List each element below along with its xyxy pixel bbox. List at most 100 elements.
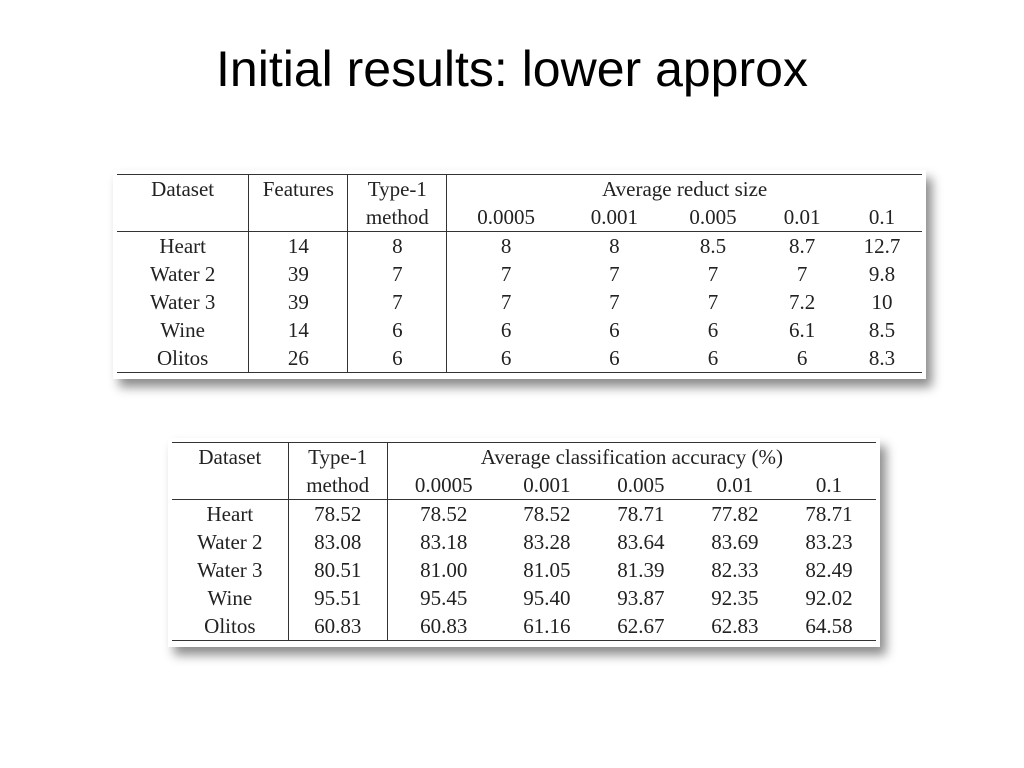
column-header: 0.001 xyxy=(565,203,664,232)
table-cell: Water 2 xyxy=(172,528,289,556)
table-cell: 83.08 xyxy=(288,528,388,556)
table-row: Water 2 83.08 83.18 83.28 83.64 83.69 83.23 xyxy=(172,528,876,556)
table-cell: 93.87 xyxy=(617,586,665,610)
group-header: Average classification accuracy (%) xyxy=(387,442,876,471)
table-cell: 78.71 xyxy=(617,502,665,526)
table-cell: Olitos xyxy=(117,344,250,373)
table-cell: 78.52 xyxy=(288,499,388,528)
column-header: 0.001 xyxy=(499,471,594,500)
table-cell: 26 xyxy=(248,344,349,373)
table-cell: Water 2 xyxy=(117,260,250,288)
table-cell: 83.69 xyxy=(711,530,759,554)
column-header: Type-1 method xyxy=(347,174,448,232)
table-body: Heart 78.52 78.52 78.52 78.71 77.82 78.71 Water… xyxy=(172,499,876,641)
table-cell: 7 xyxy=(347,288,448,316)
header-row: Dataset Type-1 method Average classificati… xyxy=(172,442,876,500)
table: Dataset Features Type-1 method Average redu… xyxy=(117,174,922,373)
table-cell: 8.5 xyxy=(699,234,727,258)
table-body: Heart 14 8 8 8 8.5 8.7 12.7 Water 2 39 7 7 7 7 7 9.8 Wat… xyxy=(117,231,922,373)
table-cell: 7 xyxy=(707,262,719,286)
table-cell: 81.05 xyxy=(523,558,571,582)
table-cell: 92.02 xyxy=(805,586,853,610)
table-cell: 83.28 xyxy=(523,530,571,554)
table-row: Wine 95.51 95.45 95.40 93.87 92.35 92.02 xyxy=(172,584,876,612)
table-header: Dataset Features Type-1 method Average redu… xyxy=(117,174,922,232)
column-header: 0.1 xyxy=(781,471,876,500)
table-cell: 78.52 xyxy=(523,502,571,526)
column-header: 0.0005 xyxy=(387,471,500,500)
table-cell: Heart xyxy=(172,499,289,528)
table-cell: 39 xyxy=(248,260,349,288)
table-cell: 6 xyxy=(609,318,620,342)
column-header: Dataset xyxy=(172,442,289,500)
table-cell: 6 xyxy=(446,344,566,373)
reduct-table: Dataset Features Type-1 method Average redu… xyxy=(113,170,926,379)
table-cell: Water 3 xyxy=(172,556,289,584)
table-cell: 92.35 xyxy=(711,586,759,610)
table-cell: 62.83 xyxy=(687,612,782,641)
column-header: 0.0005 xyxy=(446,203,566,232)
table-cell: 95.51 xyxy=(288,584,388,612)
table-cell: 7 xyxy=(707,290,719,314)
table-cell: 7 xyxy=(796,262,808,286)
table-cell: 6 xyxy=(347,316,448,344)
table-cell: 60.83 xyxy=(288,612,388,641)
table-cell: 8.3 xyxy=(842,344,922,373)
table-cell: Olitos xyxy=(172,612,289,641)
table-cell: 83.23 xyxy=(805,530,853,554)
table-cell: 7.2 xyxy=(789,290,816,314)
table-row: Water 3 80.51 81.00 81.05 81.39 82.33 82.49 xyxy=(172,556,876,584)
table-row: Olitos 26 6 6 6 6 6 8.3 xyxy=(117,344,922,373)
table-cell: 39 xyxy=(248,288,349,316)
table-row: Heart 14 8 8 8 8.5 8.7 12.7 xyxy=(117,231,922,260)
table-cell: 77.82 xyxy=(711,502,759,526)
table-cell: 7 xyxy=(500,290,512,314)
table-cell: 6 xyxy=(347,344,448,373)
table-cell: 83.64 xyxy=(617,530,665,554)
table-row: Water 3 39 7 7 7 7 7.2 10 xyxy=(117,288,922,316)
table-cell: 60.83 xyxy=(387,612,500,641)
table-cell: Wine xyxy=(117,316,250,344)
table-cell: 7 xyxy=(500,262,512,286)
table-cell: 6 xyxy=(663,344,763,373)
column-header: 0.005 xyxy=(593,471,688,500)
table-cell: 62.67 xyxy=(593,612,688,641)
group-header: Average reduct size xyxy=(446,174,922,203)
table-cell: Water 3 xyxy=(117,288,250,316)
header-row: 0.0005 0.001 0.005 0.01 0.1 xyxy=(117,203,922,232)
table-cell: 83.18 xyxy=(420,530,468,554)
table-cell: 6 xyxy=(565,344,664,373)
column-header: 0.1 xyxy=(842,203,922,232)
table-cell: 8.5 xyxy=(868,318,896,342)
table-cell: 82.33 xyxy=(711,558,759,582)
table-cell: 81.39 xyxy=(617,558,665,582)
table-cell: 14 xyxy=(248,231,349,260)
header-row: 0.0005 0.001 0.005 0.01 0.1 xyxy=(172,471,876,500)
table-cell: Wine xyxy=(172,584,289,612)
column-header: 0.005 xyxy=(663,203,763,232)
table-cell: 7 xyxy=(609,290,620,314)
table-cell: 8 xyxy=(609,234,620,258)
table-cell: 80.51 xyxy=(288,556,388,584)
column-header: 0.01 xyxy=(762,203,843,232)
table-cell: 8.7 xyxy=(789,234,816,258)
table-row: Heart 78.52 78.52 78.52 78.71 77.82 78.71 xyxy=(172,499,876,528)
table-cell: 12.7 xyxy=(863,234,901,258)
table-cell: Heart xyxy=(117,231,250,260)
table-cell: 9.8 xyxy=(868,262,896,286)
accuracy-table: Dataset Type-1 method Average classificati… xyxy=(168,438,880,647)
table-row: Wine 14 6 6 6 6 6.1 8.5 xyxy=(117,316,922,344)
table-cell: 6 xyxy=(500,318,512,342)
table-cell: 14 xyxy=(248,316,349,344)
column-header: 0.01 xyxy=(687,471,782,500)
table-cell: 7 xyxy=(347,260,448,288)
table-cell: 10 xyxy=(871,290,893,314)
slide-title: Initial results: lower approx xyxy=(216,41,808,97)
header-row: Dataset Features Type-1 method Average redu… xyxy=(117,174,922,232)
table-cell: 61.16 xyxy=(499,612,594,641)
column-header: Dataset xyxy=(117,174,250,232)
table-cell: 64.58 xyxy=(781,612,876,641)
table-cell: 6 xyxy=(762,344,843,373)
table: Dataset Type-1 method Average classificati… xyxy=(172,442,876,641)
